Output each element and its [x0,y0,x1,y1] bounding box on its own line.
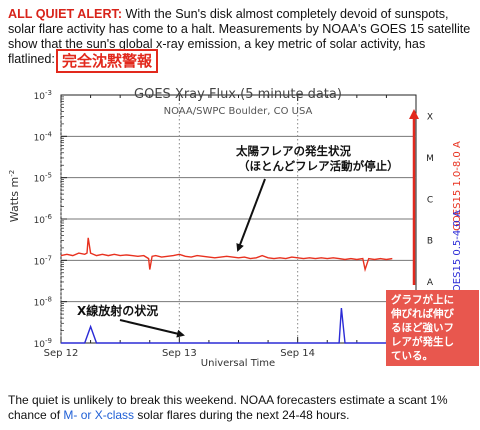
y-tick-exponent: -9 [45,337,52,345]
xray-annotation: X線放射の状況 [77,303,158,318]
flare-class-label: C [427,195,433,205]
flare-class-label: M [426,154,434,164]
y-axis-label-text: Watts m [8,177,21,222]
y-axis-label: Watts m-2 [8,170,21,222]
chart-title: GOES Xray Flux (5 minute data) [134,87,342,102]
chart-subtitle: NOAA/SWPC Boulder, CO USA [164,106,313,117]
alert-label: ALL QUIET ALERT: [8,7,123,21]
note-line: 伸びれば伸び [391,308,454,320]
series-line-short [61,308,393,344]
note-line: グラフが上に [391,294,454,306]
x-axis-label: Universal Time [201,358,275,369]
outro-text-before: The quiet is unlikely to break this week… [8,393,448,422]
note-line: レアが発生し [391,336,454,348]
outro-text-after: solar flares during the next 24-48 hours… [134,408,350,422]
x-tick-label: Sep 13 [162,348,197,359]
y-tick-label: 10-7 [34,254,52,267]
y-tick-label: 10-6 [34,213,53,226]
flare-annotation-line1: 太陽フレアの発生状況 [235,144,351,158]
note-line: ている。 [391,350,433,362]
flare-annotation-arrow [236,178,266,252]
flare-class-link[interactable]: M- or X-class [63,408,135,422]
y-tick-exponent: -8 [45,296,52,304]
y-tick-label: 10-8 [34,296,52,309]
y-tick-exponent: -4 [45,130,53,138]
graph-explanation-note: グラフが上に 伸びれば伸び るほど強いフ レアが発生し ている。 [386,290,479,366]
intro-paragraph: ALL QUIET ALERT: With the Sun's disk alm… [8,7,472,67]
flare-annotation-line2: （ほとんどフレア活動が停止） [238,159,399,173]
note-line: るほど強いフ [391,322,454,334]
y-tick-exponent: -5 [45,172,52,180]
right-label-short: GOES15 0.5-4.0 A [452,210,463,300]
x-tick-label: Sep 14 [280,348,315,359]
series-line-long [60,237,393,273]
y-tick-exponent: -7 [45,254,52,262]
y-tick-label: 10-5 [34,172,52,185]
xray-annotation-arrow [119,319,185,338]
x-tick-label: Sep 12 [44,348,79,359]
y-tick-exponent: -6 [45,213,53,221]
y-tick-label: 10-3 [34,89,52,102]
outro-paragraph: The quiet is unlikely to break this week… [8,393,474,423]
flare-class-label: B [427,237,433,247]
y-tick-exponent: -3 [45,89,52,97]
flare-class-label: A [427,278,434,288]
japanese-alert-title: 完全沈黙警報 [56,49,159,73]
y-tick-label: 10-4 [34,130,53,143]
right-label-long: GOES15 1.0-8.0 A [452,141,463,231]
flare-class-label: X [427,113,433,123]
intro-text: With the Sun's disk almost completely de… [8,7,471,66]
y-axis-label-sup: -2 [8,170,16,177]
